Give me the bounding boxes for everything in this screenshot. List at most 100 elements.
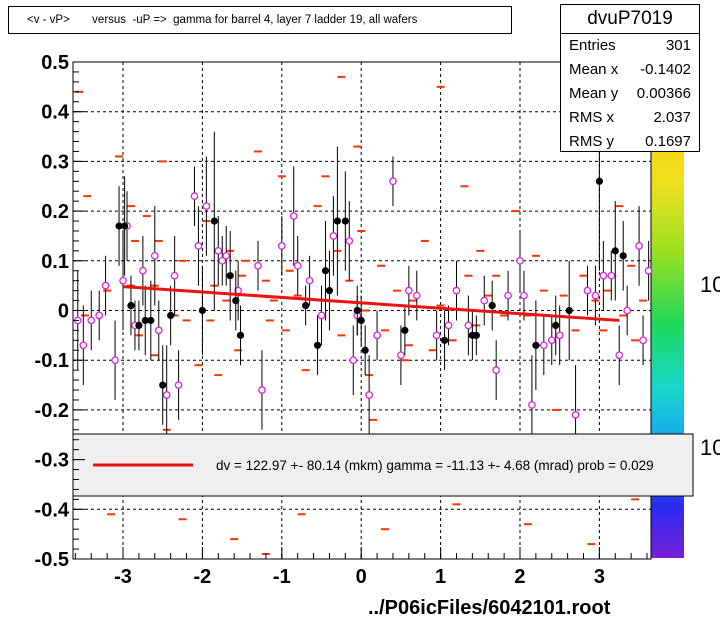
filled-point	[135, 321, 143, 330]
open-point	[397, 351, 405, 360]
open-point	[373, 331, 381, 340]
x-tick-label: -1	[273, 566, 291, 588]
open-point	[139, 266, 147, 275]
open-point	[329, 232, 338, 240]
axes: -3 -2 -1 0 1 2 3 -0.5 -0.4 -0.3 -0.2 -0.1 0 0.1 0.2 0.3…	[35, 52, 648, 588]
open-point	[349, 356, 358, 365]
filled-point	[141, 316, 149, 325]
open-point	[345, 237, 354, 245]
open-point	[635, 242, 643, 250]
x-tick-label: 3	[594, 566, 605, 588]
open-point	[218, 256, 227, 265]
filled-point	[595, 177, 603, 185]
filled-point	[321, 267, 330, 275]
filled-point	[552, 321, 560, 330]
open-point	[190, 192, 199, 201]
plot-title: <v - vP> versus -uP => gamma for barrel …	[8, 6, 512, 34]
open-point	[464, 321, 473, 330]
footer-filename: ../P06icFiles/6042101.root	[368, 597, 611, 619]
y-tick-label: 0.5	[41, 52, 69, 74]
open-point	[432, 331, 441, 340]
open-point	[170, 271, 179, 280]
stats-row-rms-x: RMS x 2.037	[561, 106, 699, 130]
filled-point	[325, 287, 334, 295]
filled-point	[226, 272, 234, 280]
stats-row-rms-y: RMS y 0.1697	[561, 130, 699, 154]
open-point	[194, 242, 203, 250]
open-point	[317, 311, 326, 320]
open-point	[591, 291, 600, 300]
open-point	[583, 286, 592, 295]
filled-point	[565, 306, 573, 315]
open-point	[615, 351, 624, 360]
open-point	[79, 341, 88, 350]
open-point	[277, 242, 286, 250]
open-point	[639, 336, 647, 345]
open-point	[95, 311, 104, 320]
open-point	[555, 331, 564, 340]
y-tick-label: -0.2	[35, 400, 69, 422]
open-point	[111, 356, 119, 365]
fit-legend-box: dv = 122.97 +- 80.14 (mkm) gamma = -11.1…	[72, 433, 694, 497]
filled-point	[488, 301, 496, 310]
filled-point	[159, 381, 167, 389]
filled-point	[167, 311, 175, 320]
y-tick-label: 0.1	[41, 251, 69, 273]
stats-histogram-name: dvuP7019	[561, 5, 699, 34]
filled-point	[619, 252, 627, 260]
filled-point	[440, 336, 449, 344]
open-point	[150, 251, 159, 260]
filled-point	[232, 296, 240, 305]
filled-point	[302, 301, 310, 310]
open-point	[222, 251, 231, 260]
open-point	[289, 212, 298, 220]
x-tick-label: -2	[194, 566, 212, 588]
filled-point	[357, 316, 365, 325]
stats-value: -0.1402	[640, 61, 691, 78]
open-point	[305, 276, 314, 285]
open-point	[492, 366, 501, 374]
filled-point	[353, 306, 361, 315]
stats-value: 0.00366	[636, 85, 691, 102]
open-point	[258, 386, 266, 394]
filled-point	[341, 217, 349, 225]
open-point	[520, 291, 528, 300]
palette-label-lower: 10	[700, 435, 720, 460]
stats-label: Mean y	[569, 85, 619, 102]
fit-line	[122, 285, 620, 322]
open-point	[389, 177, 397, 186]
open-point	[571, 411, 580, 419]
stats-box: dvuP7019 Entries 301 Mean x -0.1402 Mean…	[560, 4, 700, 152]
stats-label: RMS y	[569, 133, 614, 150]
open-point	[504, 291, 512, 300]
open-point	[162, 391, 171, 399]
open-point	[154, 326, 163, 335]
stats-row-entries: Entries 301	[561, 34, 699, 58]
y-tick-label: 0.3	[41, 151, 69, 173]
stats-label: RMS x	[569, 109, 614, 126]
stats-value: 0.1697	[645, 133, 691, 150]
y-tick-label: -0.1	[35, 350, 69, 372]
open-point	[547, 336, 556, 345]
open-point	[174, 381, 183, 389]
filled-point	[115, 222, 123, 230]
open-point	[119, 276, 127, 285]
x-tick-label: 2	[514, 566, 525, 588]
open-point	[480, 296, 489, 305]
open-point	[404, 286, 413, 295]
open-point	[452, 286, 461, 295]
data-marks	[73, 75, 653, 556]
filled-point	[313, 341, 322, 349]
y-tick-label: -0.4	[35, 499, 70, 521]
x-tick-label: -3	[114, 566, 132, 588]
open-point	[539, 341, 548, 350]
stats-label: Mean x	[569, 61, 619, 78]
filled-point	[147, 316, 155, 325]
y-tick-label: 0.4	[41, 102, 70, 124]
open-point	[528, 401, 536, 409]
filled-point	[401, 326, 409, 334]
stats-row-mean-x: Mean x -0.1402	[561, 58, 699, 82]
open-point	[101, 281, 110, 290]
stats-label: Entries	[569, 37, 616, 54]
